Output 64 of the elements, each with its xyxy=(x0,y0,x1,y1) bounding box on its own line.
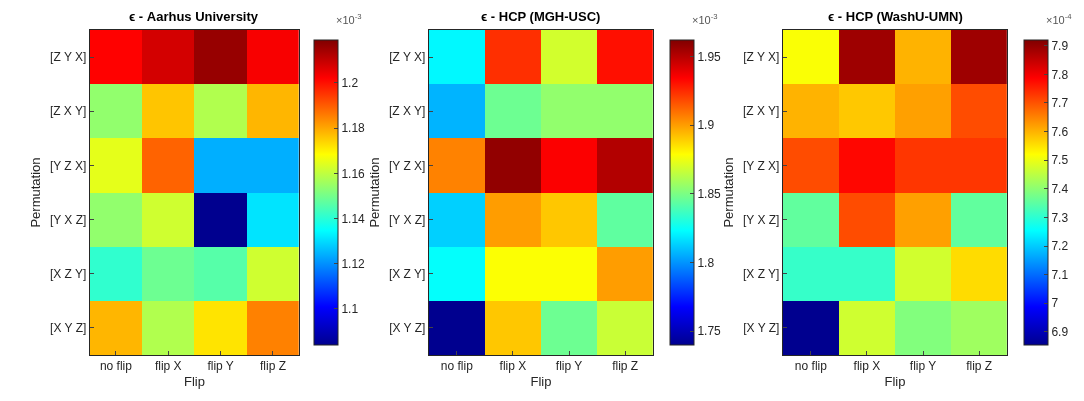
color-bar-label: 1.12 xyxy=(341,256,366,271)
y-tick-label: [Z Y X] xyxy=(743,50,780,65)
color-bar-label: 1.95 xyxy=(697,49,722,64)
y-tick-label: [Z Y X] xyxy=(389,50,426,65)
x-tick-label: flip Y xyxy=(555,359,583,374)
x-tick-label: flip Y xyxy=(207,359,234,374)
color-bar-label: 1.1 xyxy=(341,302,359,317)
color-bar-label: 1.18 xyxy=(341,121,366,136)
chart-title: ϵ - Aarhus University xyxy=(129,9,259,24)
x-tick-label: flip Y xyxy=(909,359,937,374)
y-tick-label: [Y X Z] xyxy=(49,212,87,227)
y-tick-label: [Z X Y] xyxy=(742,104,780,119)
x-tick-label: flip X xyxy=(154,359,182,374)
color-bar-label: 7.3 xyxy=(1051,210,1069,225)
x-axis-title: Flip xyxy=(884,374,906,389)
y-tick-label: [Z X Y] xyxy=(49,104,87,119)
color-bar-label: 1.85 xyxy=(697,187,722,202)
color-bar-label: 7.2 xyxy=(1051,239,1069,254)
color-bar-label: 1.75 xyxy=(697,324,722,339)
y-tick-label: [Y Z X] xyxy=(742,158,780,173)
chart-title: ϵ - HCP (WashU-UMN) xyxy=(828,9,963,24)
y-axis-title: Permutation xyxy=(27,157,43,228)
color-bar-label: 1.14 xyxy=(341,211,366,226)
color-bar-label: 7.5 xyxy=(1051,153,1069,168)
y-tick-label: [X Y Z] xyxy=(50,321,87,336)
x-tick-label: flip Z xyxy=(612,359,639,374)
x-axis-title: Flip xyxy=(530,374,552,389)
x-tick-label: no flip xyxy=(794,359,828,374)
y-tick-label: [X Y Z] xyxy=(389,321,426,336)
color-bar-title: ×10$^{-3}$ xyxy=(692,12,718,26)
color-bar-label: 7.8 xyxy=(1051,67,1069,82)
color-bar-label: 7.7 xyxy=(1051,96,1069,111)
color-bar-title: ×10$^{-4}$ xyxy=(1046,12,1073,26)
y-tick-label: [Z Y X] xyxy=(50,50,87,65)
y-tick-label: [X Z Y] xyxy=(49,266,87,281)
color-bar-label: 1.9 xyxy=(697,118,715,133)
color-bar-label: 6.9 xyxy=(1051,325,1069,340)
x-tick-label: flip X xyxy=(499,359,527,374)
chart-title: ϵ - HCP (MGH-USC) xyxy=(481,9,601,24)
x-tick-label: flip X xyxy=(853,359,881,374)
x-tick-label: flip Z xyxy=(966,359,993,374)
color-bar-label: 7.4 xyxy=(1051,181,1069,196)
color-bar-label: 7.9 xyxy=(1051,38,1069,53)
y-tick-label: [Y X Z] xyxy=(742,212,780,227)
y-tick-label: [X Y Z] xyxy=(743,321,780,336)
y-tick-label: [Y Z X] xyxy=(388,158,426,173)
color-bar-label: 1.2 xyxy=(341,76,359,91)
y-tick-label: [X Z Y] xyxy=(388,266,426,281)
x-axis-title: Flip xyxy=(183,374,205,389)
y-tick-label: [Y X Z] xyxy=(388,212,426,227)
y-tick-label: [Y Z X] xyxy=(49,158,87,173)
color-bar-label: 7.1 xyxy=(1051,267,1069,282)
y-axis-title: Permutation xyxy=(366,157,382,228)
color-bar-label: 1.16 xyxy=(341,166,366,181)
color-bar-title: ×10$^{-3}$ xyxy=(336,12,362,26)
color-bar-label: 7.6 xyxy=(1051,124,1069,139)
x-tick-label: no flip xyxy=(99,359,133,374)
x-tick-label: flip Z xyxy=(259,359,286,374)
color-bar-label: 7 xyxy=(1051,296,1059,311)
y-axis-title: Permutation xyxy=(720,157,736,228)
x-tick-label: no flip xyxy=(440,359,474,374)
y-tick-label: [X Z Y] xyxy=(742,266,780,281)
y-tick-label: [Z X Y] xyxy=(388,104,426,119)
color-bar-label: 1.8 xyxy=(697,255,715,270)
